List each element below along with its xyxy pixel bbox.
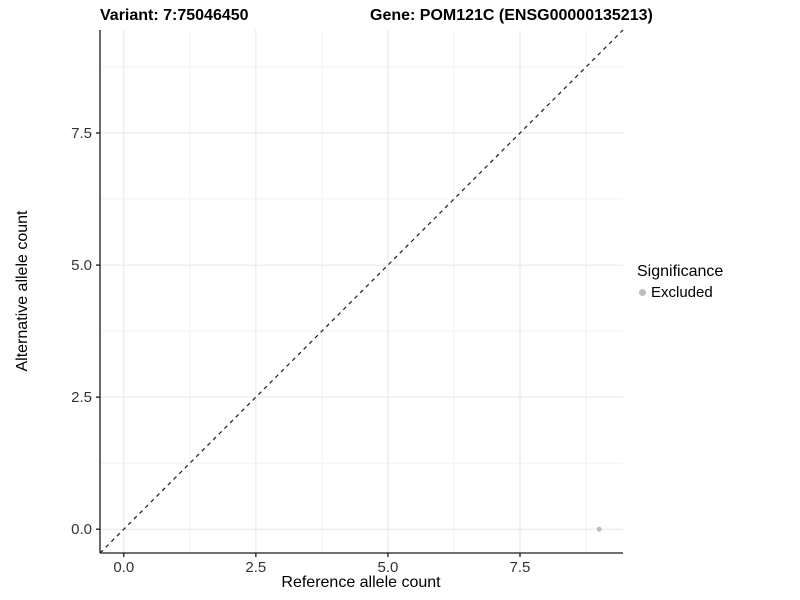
x-tick-label: 0.0 — [113, 559, 134, 576]
y-tick-label: 5.0 — [71, 257, 92, 274]
x-tick-label: 7.5 — [510, 559, 531, 576]
data-point-excluded — [596, 526, 602, 532]
y-tick-label: 7.5 — [71, 125, 92, 142]
x-axis-title: Reference allele count — [281, 574, 441, 591]
legend-entry-excluded: Excluded — [639, 284, 723, 301]
y-tick-label: 2.5 — [71, 389, 92, 406]
gene-title: Gene: POM121C (ENSG00000135213) — [370, 7, 653, 24]
y-axis-title: Alternative allele count — [14, 210, 31, 372]
y-tick-label: 0.0 — [71, 521, 92, 538]
legend-title: Significance — [637, 263, 724, 280]
legend-entry-label: Excluded — [651, 284, 713, 301]
x-tick-label: 5.0 — [377, 559, 398, 576]
legend-point-swatch — [639, 289, 646, 296]
identity-line — [99, 29, 624, 554]
legend: Significance Excluded — [637, 263, 723, 301]
x-tick-label: 2.5 — [245, 559, 266, 576]
variant-title: Variant: 7:75046450 — [100, 7, 249, 24]
